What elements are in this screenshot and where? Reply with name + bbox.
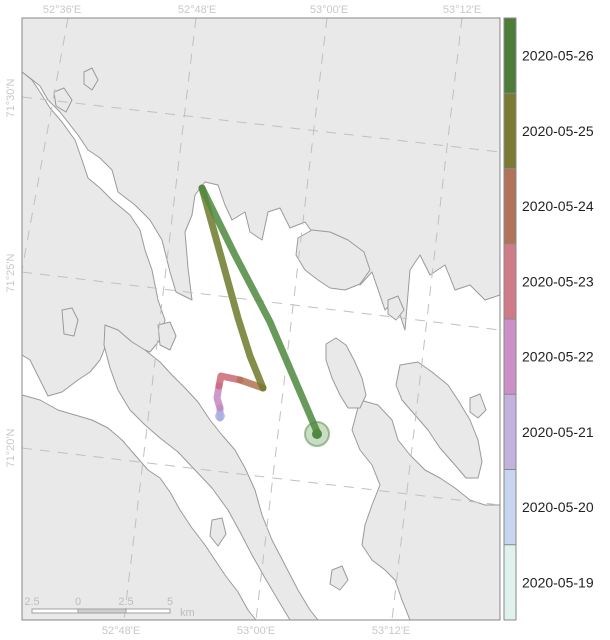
top-tick-label: 52°48'E bbox=[178, 4, 216, 16]
islet-6 bbox=[53, 87, 73, 113]
west-coast-land bbox=[22, 71, 166, 397]
track-end-marker bbox=[312, 429, 322, 439]
islet-2 bbox=[157, 321, 177, 351]
legend-swatch bbox=[504, 243, 516, 319]
legend-swatch bbox=[504, 18, 516, 94]
southwest-peninsula bbox=[22, 394, 257, 620]
islet-1 bbox=[61, 307, 79, 337]
legend-swatch bbox=[504, 93, 516, 169]
scale-unit: km bbox=[180, 607, 195, 619]
legend-label: 2020-05-19 bbox=[522, 574, 594, 590]
southeast-land bbox=[351, 399, 500, 620]
scale-label: 2.5 bbox=[24, 596, 39, 608]
meridian-1 bbox=[22, 18, 69, 271]
legend-swatch bbox=[504, 394, 516, 470]
legend-label: 2020-05-26 bbox=[522, 48, 594, 64]
legend-swatch bbox=[504, 168, 516, 244]
scale-bar-right bbox=[125, 608, 171, 614]
scale-bar-left bbox=[31, 608, 79, 614]
bottom-tick-label: 52°48'E bbox=[102, 625, 140, 637]
track-layer bbox=[198, 184, 330, 447]
land-layer bbox=[22, 18, 500, 620]
parallel-3 bbox=[22, 447, 500, 506]
scale-label: 5 bbox=[167, 596, 173, 608]
east-island bbox=[395, 361, 483, 479]
track-start-marker bbox=[215, 411, 225, 421]
scale-bar: 2.5 0 2.5 5 km bbox=[24, 596, 194, 619]
track-segment bbox=[215, 372, 244, 390]
date-legend: 2020-05-26 2020-05-25 2020-05-24 2020-05-23… bbox=[503, 17, 594, 621]
legend-label: 2020-05-20 bbox=[522, 499, 594, 515]
track-segment bbox=[198, 184, 267, 392]
left-tick-label: 71°25'N bbox=[5, 253, 17, 292]
top-tick-label: 53°12'E bbox=[443, 4, 481, 16]
islet-7 bbox=[83, 67, 99, 91]
islet-5 bbox=[387, 295, 405, 321]
legend-label: 2020-05-25 bbox=[522, 123, 594, 139]
islet-3 bbox=[209, 517, 227, 547]
north-landmass bbox=[22, 18, 500, 331]
parallel-1 bbox=[22, 96, 500, 153]
scale-label: 0 bbox=[75, 596, 81, 608]
scale-label: 2.5 bbox=[118, 596, 133, 608]
legend-swatch bbox=[504, 469, 516, 545]
legend-label: 2020-05-24 bbox=[522, 198, 594, 214]
meridian-3 bbox=[255, 18, 328, 620]
legend-label: 2020-05-21 bbox=[522, 424, 594, 440]
legend-border bbox=[503, 17, 517, 621]
track-segment bbox=[198, 184, 322, 438]
bottom-tick-label: 53°12'E bbox=[372, 625, 410, 637]
bay-island bbox=[295, 229, 371, 291]
left-tick-label: 71°30'N bbox=[5, 78, 17, 117]
central-island bbox=[325, 337, 367, 409]
legend-swatch bbox=[504, 319, 516, 395]
track-segment bbox=[213, 382, 224, 412]
meridian-2 bbox=[123, 18, 197, 620]
islet-8 bbox=[469, 393, 487, 419]
legend-label: 2020-05-22 bbox=[522, 349, 594, 365]
legend-swatch bbox=[504, 544, 516, 620]
map-border bbox=[21, 17, 501, 621]
scale-bar-mid bbox=[77, 608, 127, 614]
meridian-4 bbox=[391, 18, 463, 620]
left-tick-label: 71°20'N bbox=[5, 428, 17, 467]
top-tick-label: 52°36'E bbox=[43, 4, 81, 16]
islet-4 bbox=[329, 565, 349, 591]
bottom-tick-label: 53°00'E bbox=[237, 625, 275, 637]
top-tick-label: 53°00'E bbox=[310, 4, 348, 16]
legend-label: 2020-05-23 bbox=[522, 273, 594, 289]
